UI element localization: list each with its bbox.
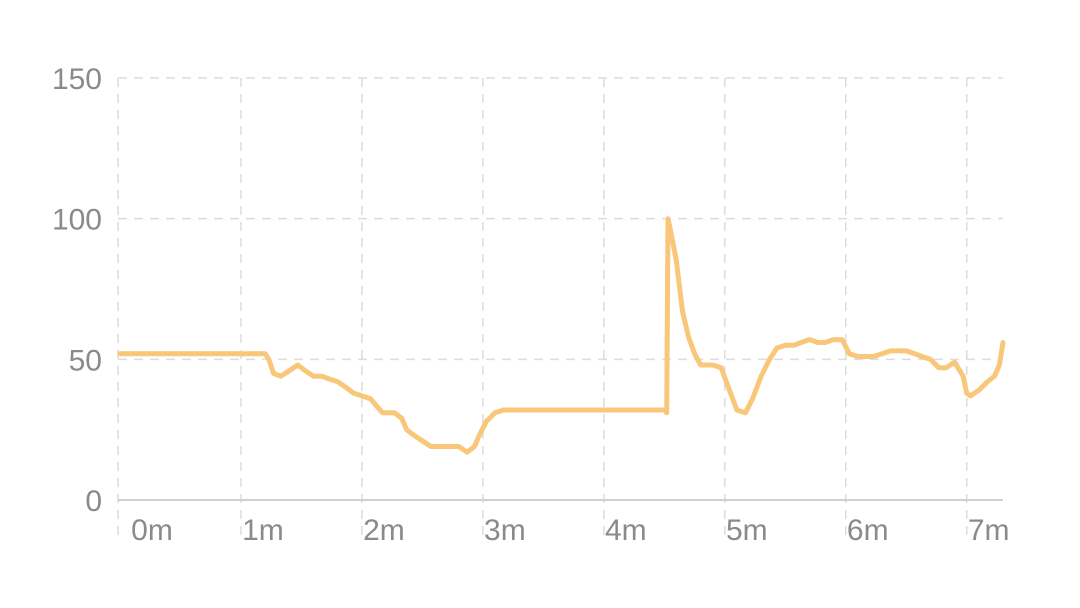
tick-labels: 0 50 100 150 0m 1m 2m 3m 4m 5m 6m 7m [52, 63, 1010, 547]
y-tick-label: 0 [85, 485, 102, 518]
x-tick-label: 4m [605, 514, 647, 547]
y-tick-label: 150 [52, 63, 102, 96]
grid [117, 77, 1003, 538]
series-line [117, 216, 1006, 455]
y-tick-label: 100 [52, 204, 102, 237]
y-tick-label: 50 [69, 344, 102, 377]
x-tick-label: 5m [726, 514, 768, 547]
x-tick-label: 6m [847, 514, 889, 547]
x-tick-label: 2m [363, 514, 405, 547]
x-tick-label: 7m [968, 514, 1010, 547]
x-tick-label: 0m [131, 514, 173, 547]
series [117, 216, 1006, 455]
x-tick-label: 1m [242, 514, 284, 547]
x-tick-label: 3m [484, 514, 526, 547]
